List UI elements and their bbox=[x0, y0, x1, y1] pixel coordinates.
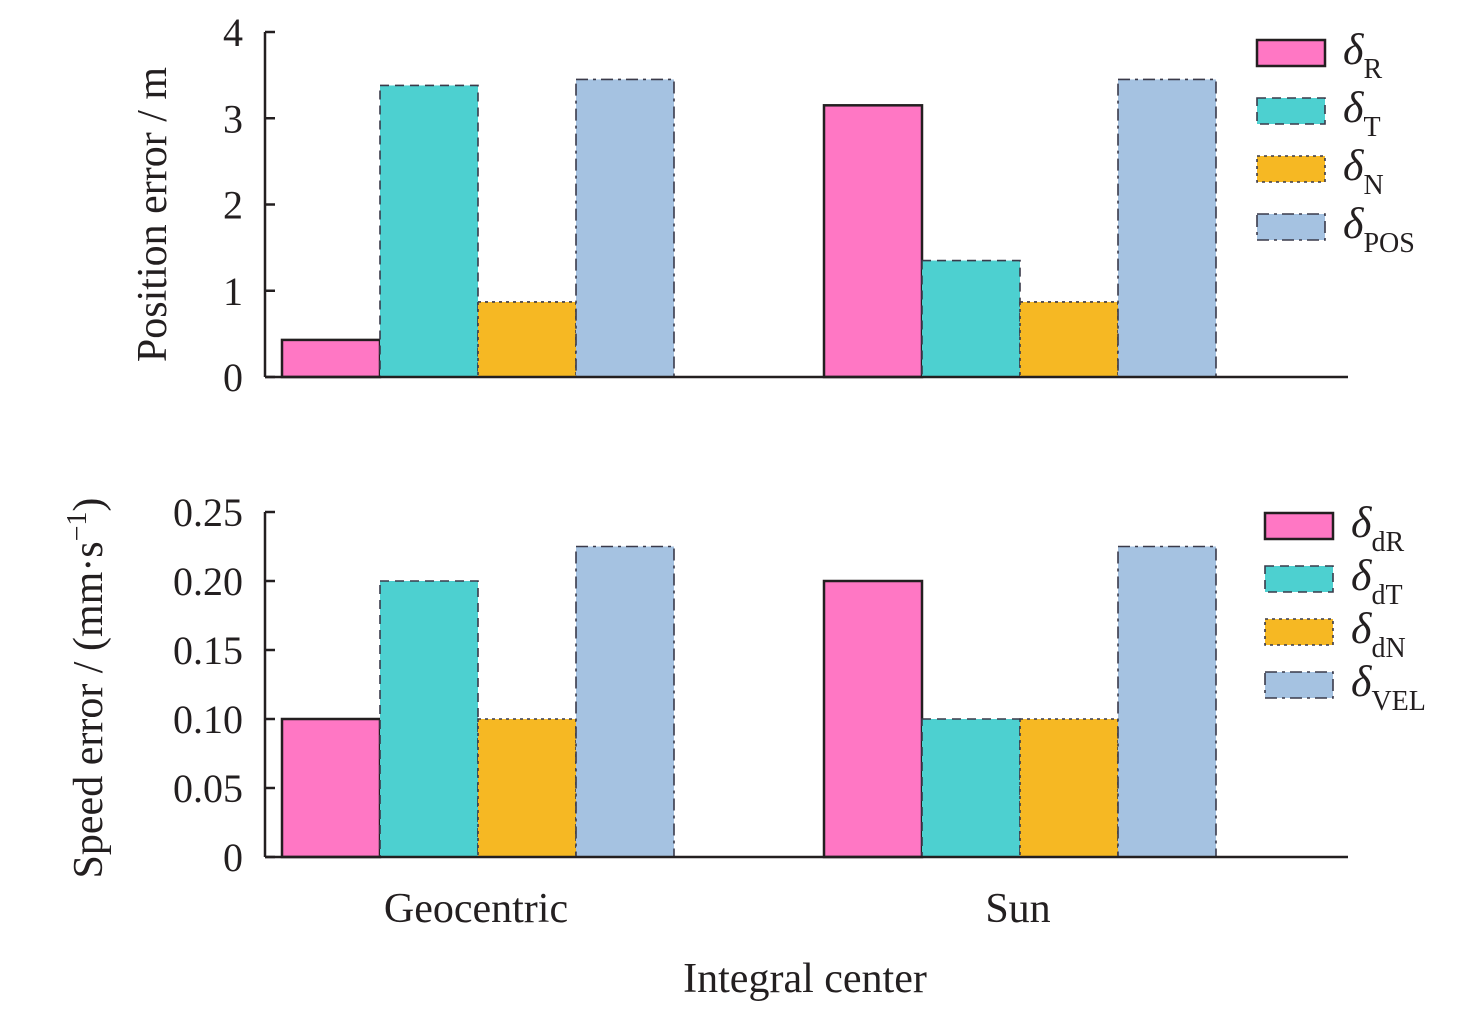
bar-n-geocentric bbox=[477, 301, 577, 378]
bar-dt-geocentric bbox=[379, 580, 479, 858]
legend-swatch-n bbox=[1256, 155, 1326, 183]
legend-label-r: δR bbox=[1343, 25, 1382, 85]
y-tick-label: 4 bbox=[223, 10, 243, 55]
y-tick-label: 0.10 bbox=[173, 697, 243, 742]
x-category-label: Geocentric bbox=[384, 886, 568, 932]
legend-swatch-vel bbox=[1264, 671, 1334, 699]
legend-label-dn: δdN bbox=[1351, 604, 1406, 664]
y-tick-label: 0 bbox=[223, 835, 243, 880]
y-tick-label: 3 bbox=[223, 96, 243, 141]
y-tick-label: 0.25 bbox=[173, 490, 243, 535]
legend-label-pos: δPOS bbox=[1343, 199, 1415, 259]
legend-label-vel: δVEL bbox=[1351, 657, 1426, 717]
bar-dn-sun bbox=[1019, 718, 1119, 858]
y-axis-title-text: Position error / m bbox=[130, 67, 176, 362]
legend-swatch-dn bbox=[1264, 618, 1334, 646]
y-tick-label: 1 bbox=[223, 269, 243, 314]
speed-error-chart: 0 0.05 0.10 0.15 0.20 0.25 Speed error / (mm·s… bbox=[62, 490, 1426, 1002]
y-tick-label: 0.20 bbox=[173, 559, 243, 604]
y-tick-label: 2 bbox=[223, 183, 243, 228]
y-axis-title: Speed error / (mm·s−1) bbox=[62, 498, 112, 879]
legend-label-dt: δdT bbox=[1351, 551, 1403, 611]
legend-swatch-pos bbox=[1256, 213, 1326, 241]
bar-t-sun bbox=[921, 259, 1021, 378]
legend-swatch-r bbox=[1255, 38, 1327, 68]
bar-r-sun bbox=[822, 104, 924, 379]
legend-swatch-t bbox=[1256, 97, 1326, 125]
bar-dr-geocentric bbox=[280, 717, 382, 859]
y-axis-title-text: Speed error / (mm·s bbox=[66, 541, 112, 878]
x-axis-title: Integral center bbox=[683, 956, 927, 1002]
bar-dt-sun bbox=[921, 718, 1021, 858]
y-axis-title: Position error / m bbox=[130, 67, 176, 362]
bar-n-sun bbox=[1019, 301, 1119, 378]
y-tick-label: 0.05 bbox=[173, 766, 243, 811]
x-category-label: Sun bbox=[985, 886, 1050, 932]
bar-vel-sun bbox=[1117, 545, 1217, 858]
bar-dn-geocentric bbox=[477, 718, 577, 858]
y-axis-title-superscript: −1 bbox=[62, 512, 93, 542]
y-tick-label: 0 bbox=[223, 355, 243, 400]
bar-vel-geocentric bbox=[575, 545, 675, 858]
legend-swatch-dr bbox=[1263, 511, 1335, 541]
bar-dr-sun bbox=[822, 579, 924, 859]
y-axis-title-tail: ) bbox=[66, 498, 112, 512]
legend-label-n: δN bbox=[1343, 141, 1384, 201]
legend-label-t: δT bbox=[1343, 83, 1381, 143]
y-tick-label: 0.15 bbox=[173, 628, 243, 673]
legend-label-dr: δdR bbox=[1351, 498, 1404, 558]
bar-r-geocentric bbox=[280, 338, 382, 379]
legend-swatch-dt bbox=[1264, 565, 1334, 593]
bar-pos-geocentric bbox=[575, 78, 675, 378]
bar-pos-sun bbox=[1117, 78, 1217, 378]
bar-t-geocentric bbox=[379, 84, 479, 378]
